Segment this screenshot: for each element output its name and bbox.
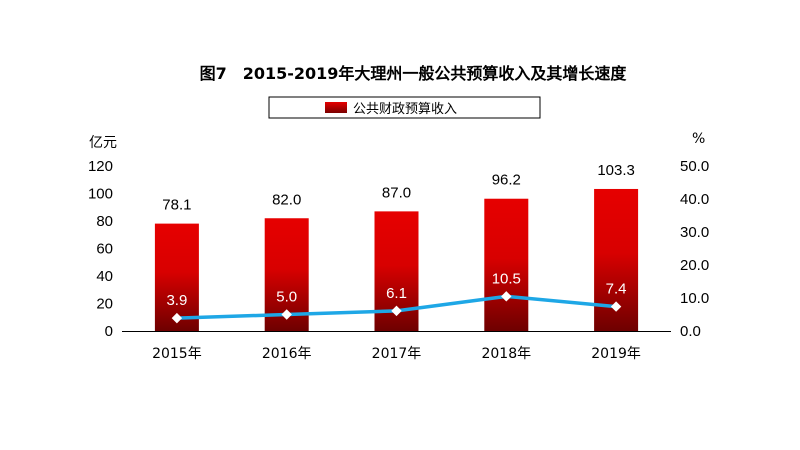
- legend: 公共财政预算收入: [268, 96, 541, 119]
- bars: [154, 188, 639, 331]
- bar: [484, 198, 529, 331]
- chart-title: 图7 2015-2019年大理州一般公共预算收入及其增长速度: [200, 64, 628, 83]
- y-right-tick-label: 40.0: [680, 191, 709, 208]
- y-left-tick-label: 120: [88, 158, 113, 175]
- y-left-tick-label: 40: [96, 268, 113, 285]
- growth-marker: [281, 309, 292, 320]
- bar-labels: 78.1 82.0 87.0 96.2 103.3: [162, 162, 635, 214]
- y-right-tick-label: 10.0: [680, 290, 709, 307]
- x-category-label: 2015年: [152, 346, 202, 362]
- x-category-label: 2016年: [262, 346, 312, 362]
- y-left-tick-label: 0: [105, 323, 113, 340]
- legend-swatch: [325, 102, 347, 113]
- y-left-tick-label: 80: [96, 213, 113, 230]
- growth-value-label: 5.0: [276, 289, 297, 306]
- y-right-tick-label: 30.0: [680, 224, 709, 241]
- legend-label: 公共财政预算收入: [353, 102, 457, 117]
- y-right-ticks: 0.0 10.0 20.0 30.0 40.0 50.0: [680, 158, 709, 340]
- growth-marker: [391, 305, 402, 317]
- y-left-tick-label: 20: [96, 296, 113, 313]
- x-category-label: 2017年: [372, 346, 422, 362]
- bar-value-label: 82.0: [272, 191, 301, 208]
- growth-value-label: 3.9: [166, 292, 187, 309]
- bar-value-label: 103.3: [597, 162, 635, 179]
- bar-value-label: 78.1: [162, 197, 191, 214]
- x-labels: 2015年 2016年 2017年 2018年 2019年: [152, 346, 641, 362]
- growth-marker: [610, 301, 622, 312]
- x-category-label: 2019年: [591, 346, 641, 362]
- growth-value-label: 7.4: [606, 281, 627, 298]
- growth-value-label: 6.1: [386, 285, 407, 302]
- bar-value-label: 96.2: [492, 172, 521, 189]
- growth-value-label: 10.5: [492, 270, 521, 287]
- y-right-tick-label: 0.0: [680, 323, 701, 340]
- growth-marker: [171, 312, 183, 324]
- y-right-tick-label: 50.0: [680, 158, 709, 175]
- y-right-unit: %: [692, 131, 705, 147]
- growth-line: 3.9 5.0 6.1 10.5 7.4: [166, 270, 627, 324]
- y-left-ticks: 0 20 40 60 80 100 120: [88, 158, 113, 340]
- y-right-tick-label: 20.0: [680, 257, 709, 274]
- x-category-label: 2018年: [481, 346, 531, 362]
- y-left-tick-label: 100: [88, 186, 113, 203]
- bar-value-label: 87.0: [382, 184, 411, 201]
- y-left-tick-label: 60: [96, 241, 113, 258]
- y-left-unit: 亿元: [89, 135, 117, 151]
- growth-marker: [501, 291, 512, 302]
